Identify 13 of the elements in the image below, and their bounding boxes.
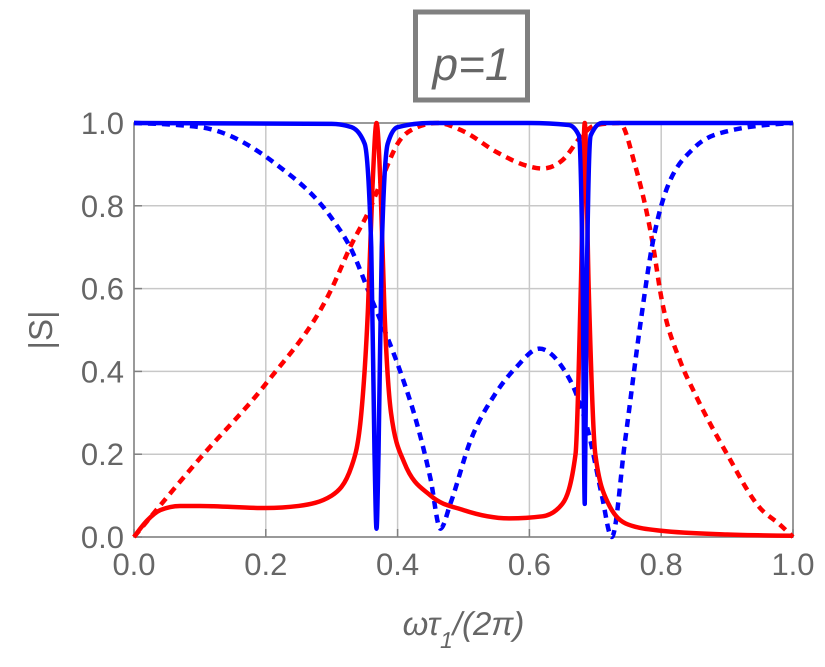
x-tick-label: 0.2 — [244, 547, 288, 582]
chart-title: p=1 — [430, 38, 511, 90]
y-tick-label: 0.8 — [80, 188, 124, 224]
y-tick-label: 0.6 — [80, 272, 124, 307]
y-tick-label: 0.4 — [80, 354, 124, 390]
y-axis-title: |S| — [22, 310, 59, 350]
x-tick-label: 0.6 — [508, 547, 551, 582]
x-tick-label: 0.8 — [640, 547, 683, 582]
x-tick-label: 1.0 — [771, 547, 815, 582]
x-axis-title: ωτ$_{1}$/(2π) — [402, 605, 524, 653]
y-tick-label: 1.0 — [80, 106, 124, 141]
y-tick-label: 0.2 — [80, 437, 124, 472]
x-tick-label: 0.4 — [376, 547, 420, 582]
